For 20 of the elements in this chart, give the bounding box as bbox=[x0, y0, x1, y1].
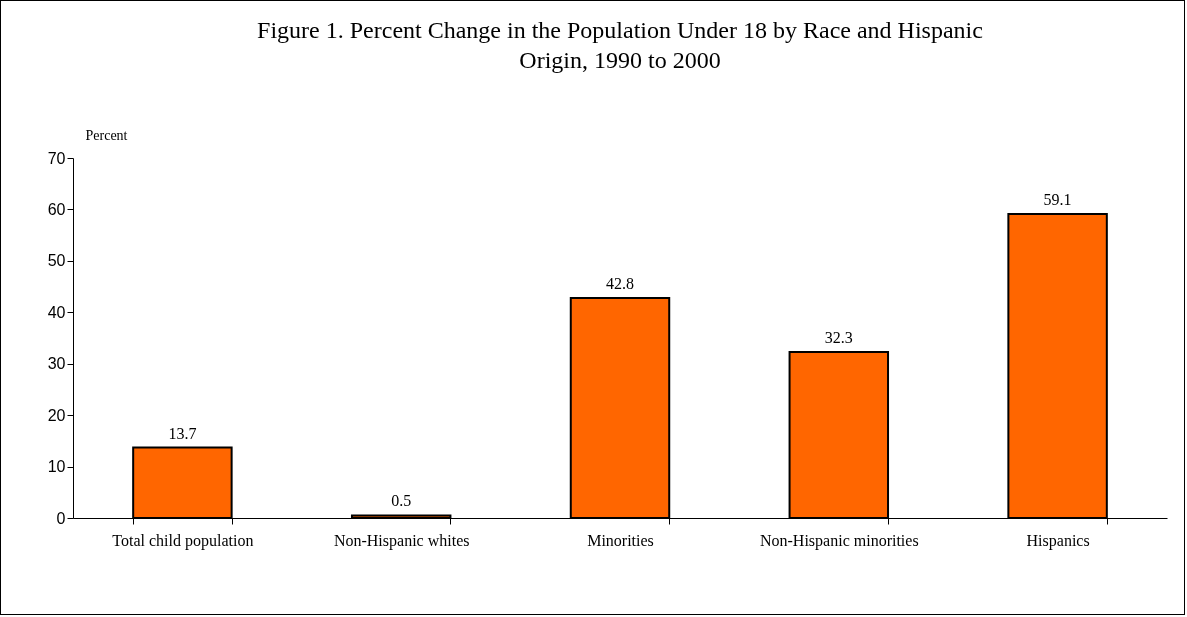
y-tick-label: 70 bbox=[47, 149, 66, 167]
y-tick-label: 10 bbox=[47, 458, 66, 476]
chart-title: Figure 1. Percent Change in the Population Under 18 by Race and Hispanic Origin, 1990 to 2000 bbox=[257, 17, 983, 73]
x-tick-label: Hispanics bbox=[1026, 531, 1090, 550]
x-tick-label: Minorities bbox=[587, 531, 654, 549]
y-tick-label: 20 bbox=[47, 406, 66, 424]
data-label: 59.1 bbox=[1043, 191, 1072, 209]
x-tick-label: Non-Hispanic minorities bbox=[759, 531, 919, 550]
y-tick-label: 40 bbox=[47, 303, 66, 321]
x-tick-label: Total child population bbox=[112, 531, 254, 550]
data-label: 42.8 bbox=[606, 274, 634, 292]
y-tick-label: 60 bbox=[47, 200, 66, 218]
y-tick-label: 50 bbox=[47, 252, 66, 270]
x-tick-label: Non-Hispanic whites bbox=[333, 531, 470, 550]
y-tick-label: 0 bbox=[56, 509, 66, 527]
y-axis-title: Percent bbox=[85, 127, 128, 143]
data-label: 32.3 bbox=[824, 328, 853, 346]
data-label: 0.5 bbox=[391, 492, 412, 510]
data-label: 13.7 bbox=[168, 424, 197, 442]
y-tick-label: 30 bbox=[47, 355, 66, 373]
